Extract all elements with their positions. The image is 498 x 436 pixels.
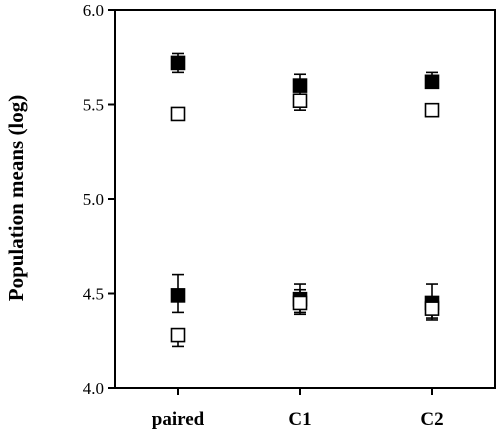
filled-square-point: [424, 74, 440, 90]
filled-square-point: [170, 288, 186, 303]
filled-square-point: [292, 78, 308, 93]
y-axis-label: Population means (log): [4, 95, 28, 302]
x-tick-label: paired: [152, 409, 205, 430]
open-square-point: [292, 295, 308, 311]
open-square-point: [170, 106, 186, 122]
y-tick-label: 4.5: [83, 285, 104, 304]
filled-square-point: [170, 55, 186, 71]
y-tick-label: 5.5: [83, 96, 104, 115]
open-square-point: [170, 327, 186, 343]
y-tick-label: 6.0: [83, 1, 104, 20]
x-tick-label: C2: [420, 409, 443, 430]
y-tick-label: 4.0: [83, 379, 104, 398]
labels: Population means (log): [4, 95, 28, 302]
open-square-point: [424, 301, 440, 316]
x-tick-label: C1: [288, 409, 311, 430]
markers: [170, 55, 440, 343]
open-square-point: [292, 93, 308, 109]
ticks: 4.0 4.5 5.0 5.5 6.0 paired C1 C2: [83, 1, 444, 430]
open-square-point: [424, 102, 440, 118]
y-tick-label: 5.0: [83, 190, 104, 209]
